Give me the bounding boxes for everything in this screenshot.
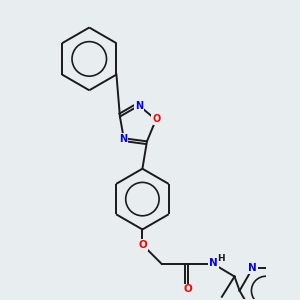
Text: H: H bbox=[217, 254, 225, 263]
Text: N: N bbox=[209, 258, 218, 268]
Text: O: O bbox=[138, 240, 147, 250]
Text: O: O bbox=[184, 284, 192, 294]
Text: N: N bbox=[248, 263, 256, 273]
Text: N: N bbox=[119, 134, 127, 144]
Text: O: O bbox=[152, 114, 160, 124]
Text: N: N bbox=[135, 100, 143, 110]
